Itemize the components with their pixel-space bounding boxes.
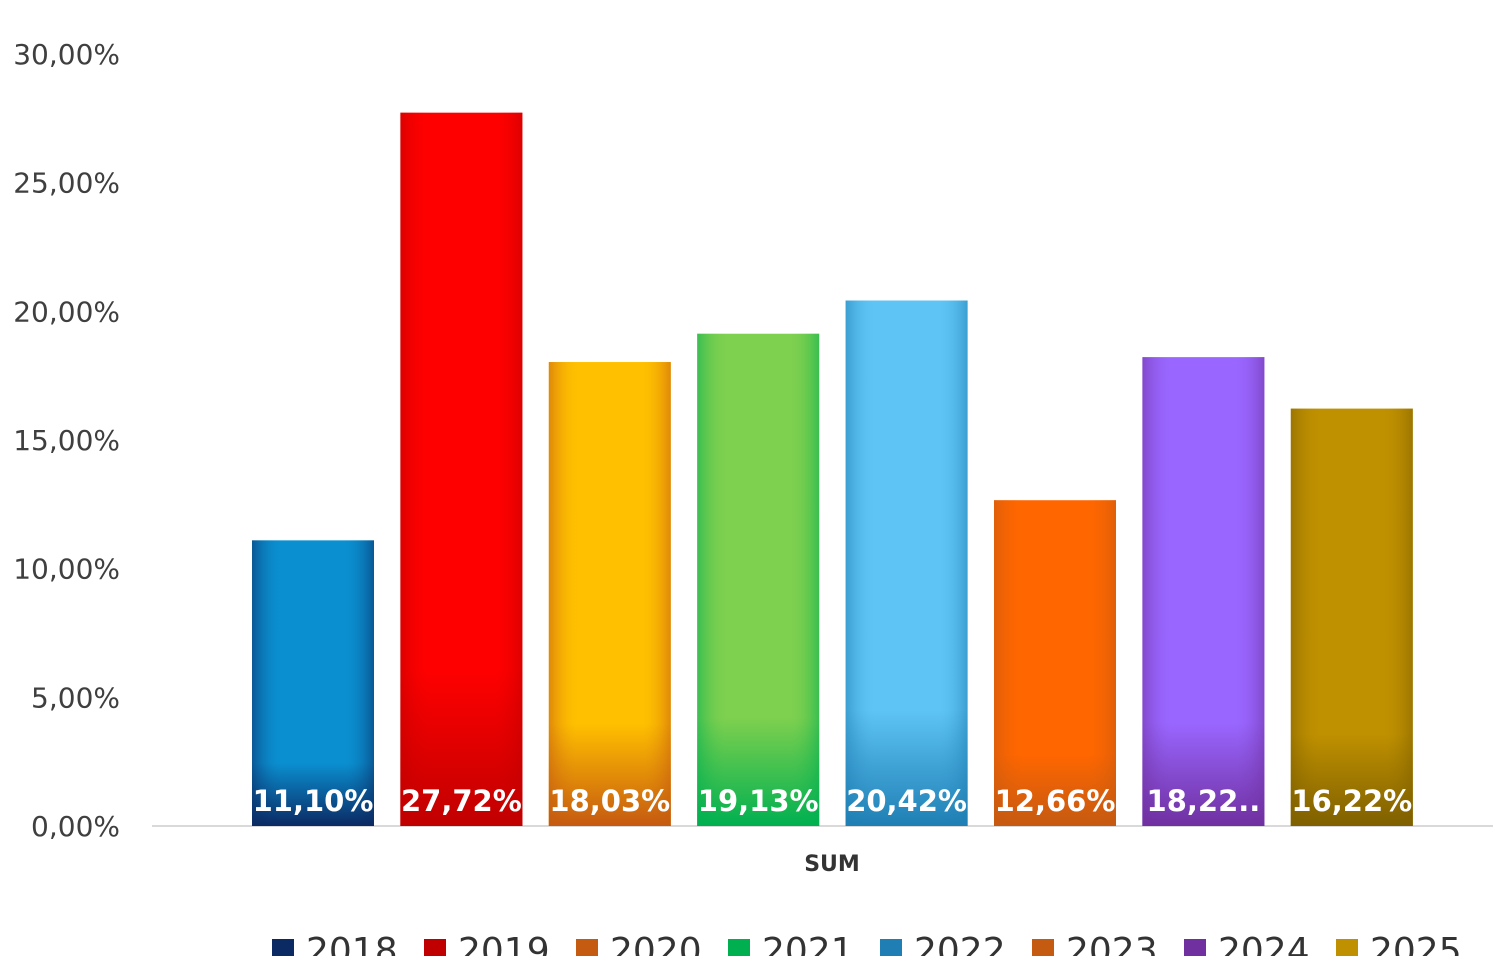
bar-2020 <box>548 362 671 826</box>
legend-item-2019: 2019 <box>424 931 550 956</box>
legend-label: 2023 <box>1066 931 1158 956</box>
data-labels: 11,10% 27,72% 18,03% 19,13% 20,42% 12,66% 18,2… <box>253 784 1413 818</box>
bar-2022 <box>845 300 968 826</box>
bar-2021 <box>697 333 820 826</box>
y-tick-label: 0,00% <box>31 810 120 843</box>
legend-item-2023: 2023 <box>1032 931 1158 956</box>
bar-2018 <box>252 540 374 826</box>
legend-item-2021: 2021 <box>728 931 854 956</box>
y-tick-label: 10,00% <box>13 553 120 586</box>
data-label-2018: 11,10% <box>253 784 374 818</box>
bar-shade-bottom <box>1142 357 1265 826</box>
y-tick-label: 20,00% <box>13 295 120 328</box>
y-tick-label: 30,00% <box>13 38 120 71</box>
legend-label: 2024 <box>1218 931 1310 956</box>
legend-label: 2018 <box>306 931 398 956</box>
legend-swatch <box>424 939 446 956</box>
bar-shade-bottom <box>845 300 968 826</box>
data-label-2020: 18,03% <box>549 784 670 818</box>
bar-2024 <box>1142 357 1265 826</box>
legend-label: 2022 <box>914 931 1006 956</box>
legend-item-2022: 2022 <box>880 931 1006 956</box>
bar-shade-bottom <box>1290 408 1413 826</box>
legend-swatch <box>1336 939 1358 956</box>
data-label-2023: 12,66% <box>995 784 1116 818</box>
data-label-2024: 18,22.. <box>1147 784 1261 818</box>
legend-item-2018: 2018 <box>272 931 398 956</box>
legend-label: 2021 <box>762 931 854 956</box>
legend-swatch <box>880 939 902 956</box>
legend-label: 2020 <box>610 931 702 956</box>
legend-swatch <box>576 939 598 956</box>
y-tick-label: 15,00% <box>13 424 120 457</box>
bar-shade-bottom <box>252 540 374 826</box>
legend-item-2024: 2024 <box>1184 931 1310 956</box>
legend-label: 2019 <box>458 931 550 956</box>
bar-2025 <box>1290 408 1413 826</box>
bar-2023 <box>994 500 1116 826</box>
legend-swatch <box>1032 939 1054 956</box>
x-axis-title: SUM <box>804 852 860 877</box>
bar-shade-bottom <box>548 362 671 826</box>
y-axis: 0,00% 5,00% 10,00% 15,00% 20,00% 25,00% 30,00% <box>13 38 120 843</box>
legend-swatch <box>728 939 750 956</box>
legend-label: 2025 <box>1370 931 1462 956</box>
bar-shade-bottom <box>400 112 523 826</box>
legend-swatch <box>1184 939 1206 956</box>
legend-item-2025: 2025 <box>1336 931 1462 956</box>
legend-item-2020: 2020 <box>576 931 702 956</box>
bar-shade-bottom <box>994 500 1116 826</box>
data-label-2019: 27,72% <box>401 784 522 818</box>
y-tick-label: 25,00% <box>13 167 120 200</box>
bar-shade-bottom <box>697 333 820 826</box>
y-tick-label: 5,00% <box>31 681 120 714</box>
bars <box>252 112 1413 826</box>
legend-swatch <box>272 939 294 956</box>
data-label-2025: 16,22% <box>1291 784 1412 818</box>
bar-2019 <box>400 112 523 826</box>
data-label-2021: 19,13% <box>698 784 819 818</box>
data-label-2022: 20,42% <box>846 784 967 818</box>
legend: 2018 2019 2020 2021 2022 2023 2024 2025 <box>272 931 1462 956</box>
